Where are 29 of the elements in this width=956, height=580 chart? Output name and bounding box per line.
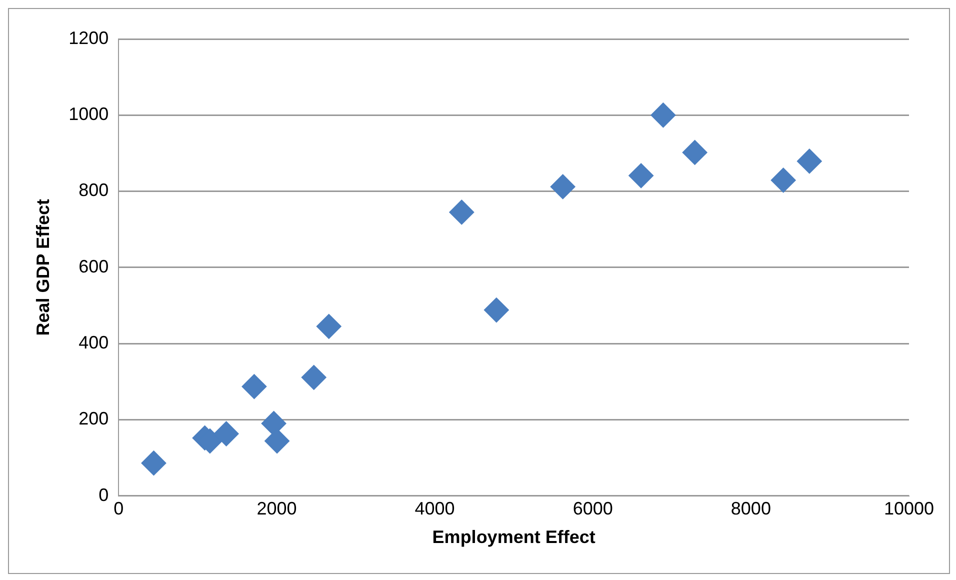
- y-tick-label: 0: [98, 484, 109, 505]
- y-tick-label: 600: [78, 256, 109, 276]
- x-tick-label: 2000: [256, 498, 297, 519]
- x-tick-label: 10000: [884, 498, 934, 519]
- x-tick-label: 6000: [572, 498, 613, 519]
- point: [770, 168, 796, 193]
- y-tick-label: 800: [78, 180, 109, 200]
- y-axis-title: Real GDP Effect: [32, 199, 53, 336]
- point: [316, 314, 342, 339]
- x-tick-label: 4000: [414, 498, 455, 519]
- point: [484, 298, 509, 323]
- point: [628, 163, 654, 188]
- y-tick-label: 200: [78, 408, 109, 429]
- point: [214, 421, 239, 446]
- point: [449, 200, 474, 225]
- point: [796, 148, 822, 174]
- point: [301, 364, 326, 390]
- point: [682, 140, 708, 165]
- x-axis-title: Employment Effect: [432, 527, 596, 548]
- point: [261, 410, 286, 436]
- x-tick-label: 8000: [730, 498, 771, 519]
- y-tick-label: 1200: [68, 28, 109, 48]
- point: [550, 174, 576, 200]
- y-tick-label: 400: [78, 332, 109, 352]
- point: [242, 374, 267, 400]
- point: [650, 102, 676, 128]
- point: [141, 450, 166, 476]
- x-tick-label: 0: [114, 498, 124, 519]
- y-tick-label: 1000: [68, 104, 109, 124]
